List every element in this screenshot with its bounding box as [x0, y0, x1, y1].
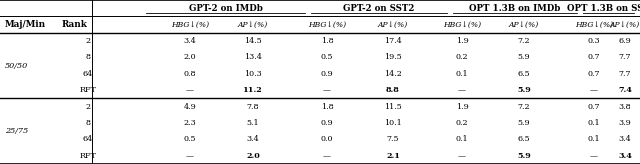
Text: —: —: [323, 86, 331, 94]
Text: 14.2: 14.2: [384, 70, 402, 78]
Text: OPT 1.3B on IMDb: OPT 1.3B on IMDb: [469, 4, 561, 13]
Text: HBG↓(%): HBG↓(%): [575, 21, 613, 29]
Text: —: —: [590, 152, 598, 160]
Text: 13.4: 13.4: [244, 53, 262, 61]
Text: 10.1: 10.1: [384, 119, 402, 127]
Text: 8.8: 8.8: [386, 86, 400, 94]
Text: 1.8: 1.8: [321, 103, 333, 111]
Text: 1.8: 1.8: [321, 37, 333, 45]
Text: —: —: [323, 152, 331, 160]
Text: 64: 64: [83, 70, 93, 78]
Text: 3.8: 3.8: [619, 103, 631, 111]
Text: 0.7: 0.7: [588, 70, 600, 78]
Text: RFT: RFT: [79, 86, 97, 94]
Text: 0.5: 0.5: [321, 53, 333, 61]
Text: 0.9: 0.9: [321, 70, 333, 78]
Text: 5.1: 5.1: [246, 119, 259, 127]
Text: 0.7: 0.7: [588, 103, 600, 111]
Text: 1.9: 1.9: [456, 37, 468, 45]
Text: 5.9: 5.9: [518, 53, 531, 61]
Text: 2.0: 2.0: [184, 53, 196, 61]
Text: 0.1: 0.1: [588, 119, 600, 127]
Text: 7.2: 7.2: [518, 103, 531, 111]
Text: AP↓(%): AP↓(%): [378, 21, 408, 29]
Text: 17.4: 17.4: [384, 37, 402, 45]
Text: 2.0: 2.0: [246, 152, 260, 160]
Text: 11.2: 11.2: [243, 86, 263, 94]
Text: AP↓(%): AP↓(%): [509, 21, 539, 29]
Text: 5.9: 5.9: [518, 119, 531, 127]
Text: Rank: Rank: [62, 20, 88, 29]
Text: 0.8: 0.8: [184, 70, 196, 78]
Text: 5.9: 5.9: [517, 152, 531, 160]
Text: 11.5: 11.5: [384, 103, 402, 111]
Text: 7.5: 7.5: [387, 135, 399, 143]
Text: 2: 2: [85, 37, 91, 45]
Text: 7.2: 7.2: [518, 37, 531, 45]
Text: HBG↓(%): HBG↓(%): [171, 21, 209, 29]
Text: 0.1: 0.1: [456, 70, 468, 78]
Text: 0.2: 0.2: [456, 119, 468, 127]
Text: GPT-2 on SST2: GPT-2 on SST2: [343, 4, 415, 13]
Text: 50/50: 50/50: [5, 62, 28, 70]
Text: 19.5: 19.5: [384, 53, 402, 61]
Text: 0.3: 0.3: [588, 37, 600, 45]
Text: 3.4: 3.4: [184, 37, 196, 45]
Text: 2.3: 2.3: [184, 119, 196, 127]
Text: —: —: [458, 86, 466, 94]
Text: 0.1: 0.1: [456, 135, 468, 143]
Text: 25/75: 25/75: [5, 127, 28, 135]
Text: 7.4: 7.4: [618, 86, 632, 94]
Text: HBG↓(%): HBG↓(%): [308, 21, 346, 29]
Text: 0.1: 0.1: [588, 135, 600, 143]
Text: 0.2: 0.2: [456, 53, 468, 61]
Text: 8: 8: [86, 53, 90, 61]
Text: GPT-2 on IMDb: GPT-2 on IMDb: [189, 4, 262, 13]
Text: 7.7: 7.7: [619, 70, 631, 78]
Text: 3.4: 3.4: [246, 135, 259, 143]
Text: 6.5: 6.5: [518, 135, 531, 143]
Text: —: —: [186, 86, 194, 94]
Text: RFT: RFT: [79, 152, 97, 160]
Text: 3.4: 3.4: [619, 135, 632, 143]
Text: AP↓(%): AP↓(%): [238, 21, 268, 29]
Text: 7.8: 7.8: [247, 103, 259, 111]
Text: 6.5: 6.5: [518, 70, 531, 78]
Text: OPT 1.3B on SST: OPT 1.3B on SST: [567, 4, 640, 13]
Text: 0.7: 0.7: [588, 53, 600, 61]
Text: 1.9: 1.9: [456, 103, 468, 111]
Text: AP↓(%): AP↓(%): [610, 21, 640, 29]
Text: 64: 64: [83, 135, 93, 143]
Text: 14.5: 14.5: [244, 37, 262, 45]
Text: 0.9: 0.9: [321, 119, 333, 127]
Text: 7.7: 7.7: [619, 53, 631, 61]
Text: —: —: [186, 152, 194, 160]
Text: HBG↓(%): HBG↓(%): [443, 21, 481, 29]
Text: 8: 8: [86, 119, 90, 127]
Text: 4.9: 4.9: [184, 103, 196, 111]
Text: 0.0: 0.0: [321, 135, 333, 143]
Text: 10.3: 10.3: [244, 70, 262, 78]
Text: 3.9: 3.9: [619, 119, 632, 127]
Text: 2.1: 2.1: [386, 152, 400, 160]
Text: 5.9: 5.9: [517, 86, 531, 94]
Text: 2: 2: [85, 103, 91, 111]
Text: —: —: [458, 152, 466, 160]
Text: 0.5: 0.5: [184, 135, 196, 143]
Text: 6.9: 6.9: [619, 37, 632, 45]
Text: 3.4: 3.4: [618, 152, 632, 160]
Text: Maj/Min: Maj/Min: [5, 20, 46, 29]
Text: —: —: [590, 86, 598, 94]
